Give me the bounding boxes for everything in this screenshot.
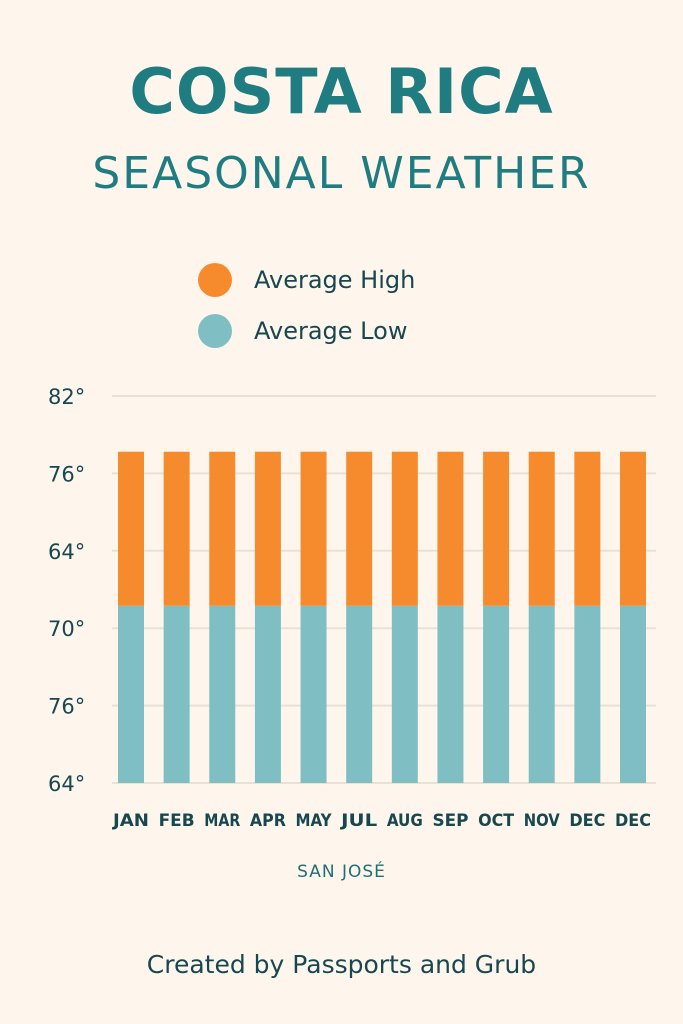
x-tick-label: APR: [250, 811, 286, 831]
bar-average-low: [118, 605, 144, 783]
legend-item-average-high: Average High: [198, 254, 415, 305]
bar-average-low: [209, 605, 236, 783]
bar-average-high: [209, 451, 236, 606]
bar-average-high: [163, 451, 190, 606]
x-tick-label: AUG: [387, 811, 423, 831]
x-tick-label: DEC: [615, 811, 651, 831]
x-tick-label: JAN: [112, 811, 149, 831]
bar-average-high: [437, 451, 464, 606]
bar-average-high: [346, 451, 373, 606]
legend-swatch-high: [198, 262, 232, 297]
x-tick-label: OCT: [478, 811, 515, 831]
bar-average-low: [163, 605, 190, 783]
y-tick-label: 76°: [48, 695, 85, 719]
bar-average-high: [118, 451, 144, 606]
y-tick-label: 64°: [48, 772, 85, 796]
page-title: COSTA RICA: [129, 55, 554, 128]
y-axis-ticks: 82° 76° 64° 70° 76° 64°: [48, 385, 85, 796]
y-tick-label: 82°: [48, 385, 85, 409]
bar-average-low: [483, 605, 510, 783]
legend-item-average-low: Average Low: [198, 305, 415, 356]
page-subtitle: SEASONAL WEATHER: [92, 148, 591, 199]
x-tick-label: NOV: [524, 811, 560, 831]
bar-average-high: [620, 451, 646, 606]
x-tick-label: DEC: [569, 811, 605, 831]
legend-label-low: Average Low: [254, 316, 408, 345]
bar-average-high: [483, 451, 510, 606]
chart-legend: Average High Average Low: [198, 254, 415, 356]
bar-average-high: [574, 451, 601, 606]
bar-average-low: [300, 605, 327, 783]
bar-average-high: [300, 451, 327, 606]
bar-average-low: [254, 605, 281, 783]
x-tick-label: MAY: [296, 811, 333, 831]
bar-average-low: [437, 605, 464, 783]
bar-average-low: [346, 605, 373, 783]
bar-average-low: [528, 605, 555, 783]
grid-lines: [112, 395, 656, 784]
bar-average-high: [528, 451, 555, 606]
y-tick-label: 64°: [48, 540, 85, 564]
chart-location-label: SAN JOSÉ: [297, 862, 386, 882]
x-tick-label: MAR: [204, 811, 240, 831]
bar-average-high: [254, 451, 281, 606]
bar-average-high: [391, 451, 418, 606]
x-tick-label: SEP: [432, 811, 468, 831]
bar-chart: 82° 76° 64° 70° 76° 64° JAN FEB MAR APR MAY JUL AUG…: [48, 385, 656, 831]
x-tick-label: JUL: [340, 811, 378, 831]
bar-average-low: [620, 605, 646, 783]
credit-text: Created by Passports and Grub: [146, 950, 537, 979]
y-tick-label: 70°: [48, 617, 85, 641]
bar-average-low: [391, 605, 418, 783]
legend-swatch-low: [198, 313, 232, 348]
x-axis-ticks: JAN FEB MAR APR MAY JUL AUG SEP OCT NOV DEC DEC: [112, 811, 651, 831]
x-tick-label: FEB: [159, 811, 195, 831]
y-tick-label: 76°: [48, 462, 85, 486]
legend-label-high: Average High: [254, 265, 416, 294]
bar-average-low: [574, 605, 601, 783]
bars: [118, 451, 646, 783]
